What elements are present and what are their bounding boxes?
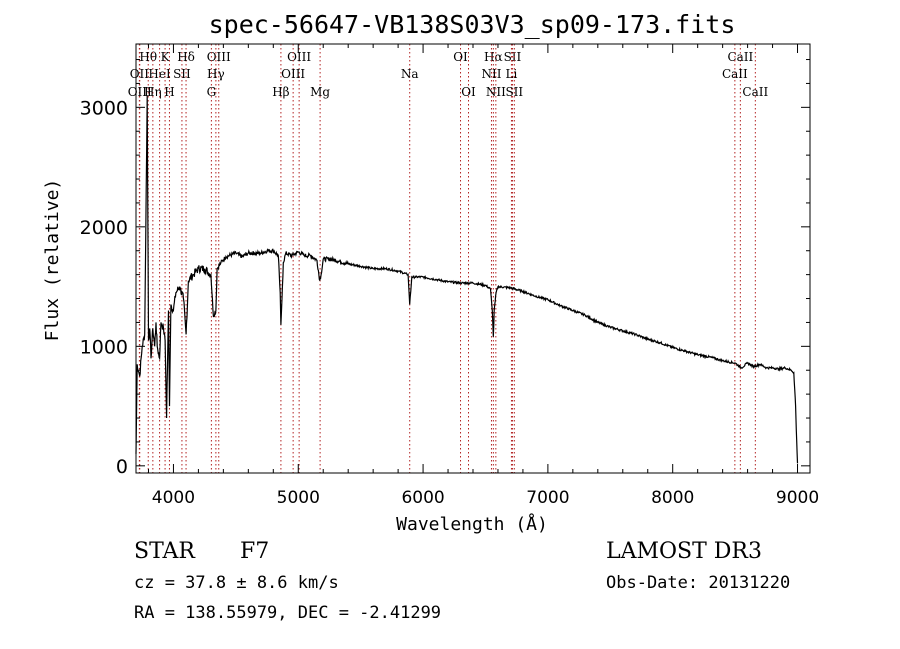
spectral-line-label: Hα	[484, 50, 503, 64]
spectral-line-label: CaII	[722, 67, 748, 81]
x-axis-label: Wavelength (Å)	[396, 513, 548, 535]
spectral-line-label: SII	[505, 85, 523, 99]
spectral-line-label: OI	[461, 85, 476, 99]
spectral-line-label: Hη	[144, 85, 162, 99]
spectral-line-label: SII	[173, 67, 191, 81]
spectral-line-label: Hδ	[177, 50, 195, 64]
chart-title: spec-56647-VB138S03V3_sp09-173.fits	[209, 10, 736, 39]
spectral-line-label: OII	[130, 67, 150, 81]
spectral-line-label: Hθ	[139, 50, 157, 64]
spectral-line-label: OIII	[207, 50, 231, 64]
spectral-line-label: Li	[506, 67, 518, 81]
spectral-line-label: OIII	[287, 50, 311, 64]
x-axis: 4000 5000 6000 7000 8000 9000	[147, 44, 819, 508]
redshift-cz: cz = 37.8 ± 8.6 km/s	[134, 573, 339, 593]
y-tick-label: 2000	[80, 217, 128, 239]
x-tick-label: 5000	[277, 488, 320, 508]
x-tick-label: 8000	[651, 488, 694, 508]
coordinates: RA = 138.55979, DEC = -2.41299	[134, 603, 442, 623]
spectral-line-label: H	[164, 85, 174, 99]
y-tick-label: 3000	[80, 97, 128, 119]
spectral-line-label: Mg	[310, 85, 330, 99]
y-axis-label: Flux (relative)	[42, 179, 63, 342]
flux-line	[135, 95, 799, 464]
spectral-line-label: CaII	[727, 50, 753, 64]
spectral-line-label: SII	[504, 50, 522, 64]
spectral-line-label: NII	[481, 67, 501, 81]
spectral-line-label: OIII	[128, 85, 152, 99]
spectral-line-label: OI	[453, 50, 468, 64]
observation-date: Obs-Date: 20131220	[606, 573, 791, 593]
spectral-line-label: G	[207, 85, 217, 99]
y-tick-label: 1000	[80, 336, 128, 358]
spectral-line-label: Hγ	[207, 67, 225, 81]
x-tick-label: 4000	[152, 488, 195, 508]
spectral-line-label: Na	[401, 67, 419, 81]
survey-name: LAMOST DR3	[606, 539, 762, 564]
object-class: STAR	[134, 539, 195, 564]
y-axis: 0 1000 2000 3000	[80, 59, 810, 478]
x-tick-label: 7000	[526, 488, 569, 508]
object-subclass: F7	[240, 539, 270, 564]
spectral-line-label: HeI	[148, 67, 171, 81]
x-tick-label: 9000	[776, 488, 819, 508]
x-tick-label: 6000	[401, 488, 444, 508]
spectral-line-label: Hβ	[272, 85, 289, 99]
y-tick-label: 0	[116, 456, 128, 478]
spectral-line-label: NII	[486, 85, 506, 99]
spectral-line-label: K	[161, 50, 171, 64]
spectral-line-label: OIII	[281, 67, 305, 81]
spectral-line-label: CaII	[742, 85, 768, 99]
plot-frame	[135, 43, 811, 474]
